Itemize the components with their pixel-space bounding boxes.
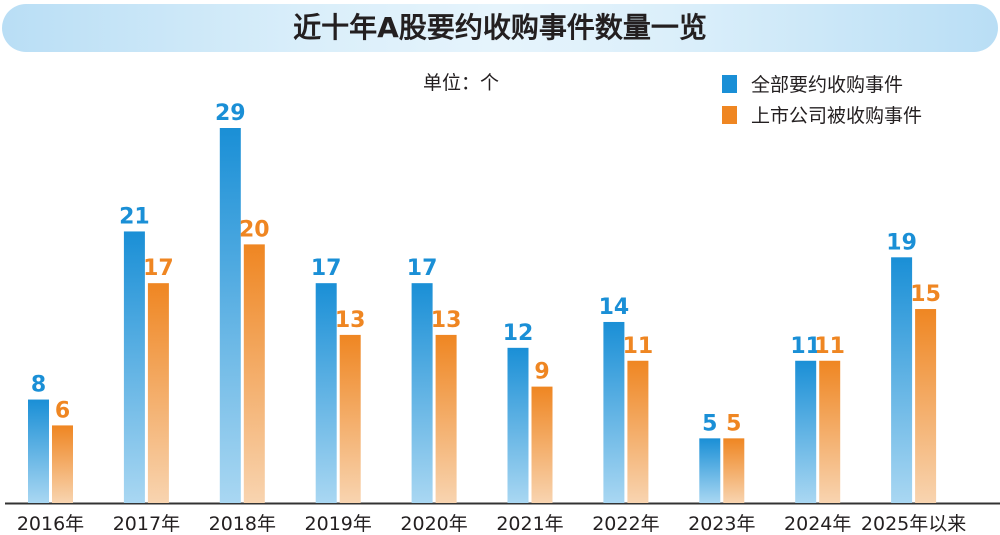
bar-listed bbox=[819, 360, 841, 503]
x-tick-label: 2021年 bbox=[496, 513, 563, 535]
x-tick-label: 2017年 bbox=[113, 513, 180, 535]
legend-item-listed: 上市公司被收购事件 bbox=[722, 101, 922, 128]
bar-listed bbox=[339, 334, 361, 503]
bar-all bbox=[891, 257, 913, 503]
chart-title: 近十年A股要约收购事件数量一览 bbox=[293, 11, 707, 44]
bar-all bbox=[603, 321, 625, 503]
bar-all bbox=[315, 283, 337, 503]
bar-listed bbox=[147, 283, 169, 503]
legend-swatch-orange bbox=[722, 105, 737, 124]
data-label: 8 bbox=[31, 373, 46, 398]
data-label: 9 bbox=[534, 360, 549, 385]
bar-listed bbox=[723, 438, 745, 503]
x-tick-label: 2016年 bbox=[17, 513, 84, 535]
data-label: 5 bbox=[702, 411, 717, 436]
data-label: 5 bbox=[726, 411, 741, 436]
legend-item-all: 全部要约收购事件 bbox=[722, 70, 903, 97]
data-label: 11 bbox=[623, 334, 654, 359]
data-label: 20 bbox=[239, 217, 270, 242]
x-tick-label: 2025年以来 bbox=[861, 513, 966, 535]
x-tick-label: 2020年 bbox=[400, 513, 467, 535]
data-label: 6 bbox=[55, 398, 70, 423]
data-label: 29 bbox=[215, 101, 246, 126]
data-label: 12 bbox=[503, 321, 534, 346]
x-tick-label: 2023年 bbox=[688, 513, 755, 535]
title-banner bbox=[2, 4, 998, 52]
data-label: 17 bbox=[143, 256, 174, 281]
data-label: 17 bbox=[311, 256, 342, 281]
bar-all bbox=[411, 283, 433, 503]
bar-all bbox=[28, 399, 49, 503]
bar-listed bbox=[531, 386, 553, 503]
bar-all bbox=[219, 128, 241, 503]
data-label: 11 bbox=[790, 334, 821, 359]
data-label: 11 bbox=[814, 334, 845, 359]
bar-listed bbox=[243, 244, 265, 503]
legend-swatch-blue bbox=[722, 74, 737, 93]
x-tick-label: 2018年 bbox=[209, 513, 276, 535]
unit-label: 单位：个 bbox=[423, 72, 500, 94]
legend-label: 全部要约收购事件 bbox=[751, 74, 904, 96]
x-tick-label: 2019年 bbox=[305, 513, 372, 535]
data-label: 14 bbox=[599, 295, 630, 320]
bar-listed bbox=[52, 425, 73, 503]
data-label: 21 bbox=[119, 204, 150, 229]
x-tick-label: 2022年 bbox=[592, 513, 659, 535]
data-label: 19 bbox=[886, 230, 917, 255]
bar-all bbox=[699, 438, 721, 503]
bar-all bbox=[123, 231, 145, 503]
legend-label: 上市公司被收购事件 bbox=[751, 105, 923, 127]
data-label: 17 bbox=[407, 256, 438, 281]
bar-listed bbox=[627, 360, 649, 503]
data-label: 13 bbox=[431, 308, 462, 333]
x-tick-label: 2024年 bbox=[784, 513, 851, 535]
bar-listed bbox=[915, 309, 937, 503]
bar-all bbox=[507, 347, 529, 503]
bar-all bbox=[795, 360, 817, 503]
bar-listed bbox=[435, 334, 457, 503]
data-label: 13 bbox=[335, 308, 366, 333]
data-label: 15 bbox=[910, 282, 941, 307]
